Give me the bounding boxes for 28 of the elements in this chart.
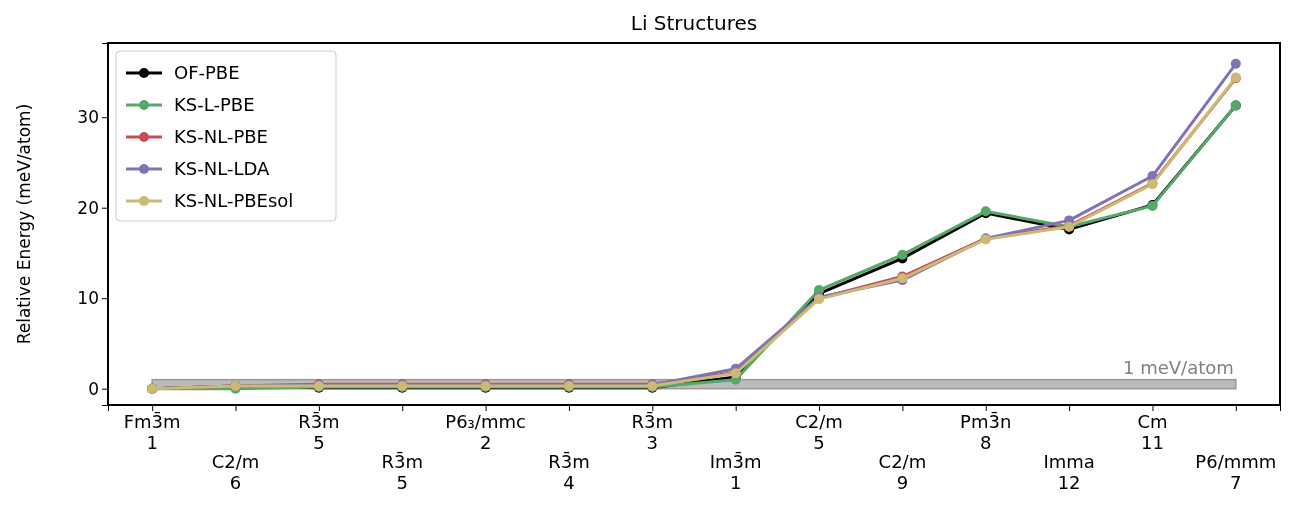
x-tick-label: P6/mmm 7 xyxy=(1195,451,1277,493)
point xyxy=(897,249,908,260)
legend-label: KS-NL-PBEsol xyxy=(174,190,294,211)
x-tick-label: R3̄m 4 xyxy=(548,450,590,493)
point xyxy=(1230,58,1241,69)
y-tick-label: 0 xyxy=(88,378,99,399)
x-tick-label: R3̄m 3 xyxy=(631,410,674,453)
x-tick-label: C2/m 9 xyxy=(878,451,927,493)
x-tick-label: R3̄m 5 xyxy=(298,410,340,453)
legend-label: KS-L-PBE xyxy=(174,94,255,115)
x-tick-label: C2/m 5 xyxy=(795,411,843,453)
y-tick-label: 30 xyxy=(77,107,99,128)
x-tick-label: R3̄m 5 xyxy=(381,450,423,493)
x-tick-label: Imma 12 xyxy=(1043,451,1095,493)
x-tick-label: Pm3̄n 8 xyxy=(960,410,1012,453)
x-tick-label: C2/m 6 xyxy=(211,451,260,493)
x-tick-label: Fm3̄m 1 xyxy=(123,410,181,453)
chart-title: Li Structures xyxy=(630,11,758,35)
y-axis-title: Relative Energy (meV/atom) xyxy=(14,103,34,345)
x-tick-label: Im3̄m 1 xyxy=(709,450,762,493)
legend-label: KS-NL-LDA xyxy=(174,158,270,179)
x-tick-label: P6₃/mmc 2 xyxy=(445,411,526,453)
legend-label: OF-PBE xyxy=(174,62,240,83)
y-tick-label: 20 xyxy=(77,197,99,218)
legend-label: KS-NL-PBE xyxy=(174,126,268,147)
band-label: 1 meV/atom xyxy=(1123,356,1234,378)
y-tick-label: 10 xyxy=(77,288,99,309)
x-tick-label: Cm 11 xyxy=(1137,411,1168,453)
